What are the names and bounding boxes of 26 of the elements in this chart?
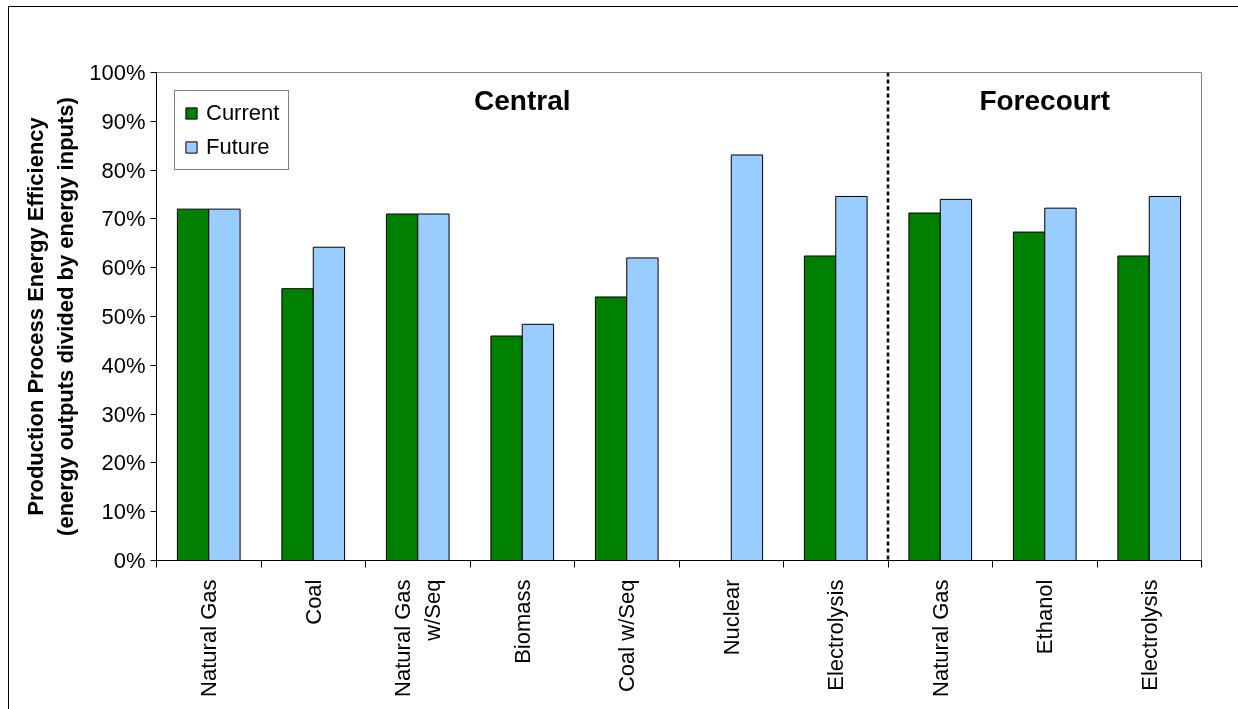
y-tick-label: 80% bbox=[101, 157, 146, 183]
x-tick-label: Natural Gas bbox=[196, 579, 222, 697]
y-tick-label: 60% bbox=[101, 255, 146, 281]
x-tick-label: Natural Gas w/Seq bbox=[390, 579, 446, 697]
y-tick-label: 30% bbox=[101, 401, 146, 427]
x-tick-label: Electrolysis bbox=[823, 579, 849, 691]
x-tick-label: Coal w/Seq bbox=[614, 579, 640, 692]
x-tick-label: Nuclear bbox=[718, 579, 744, 656]
y-tick-label: 0% bbox=[113, 548, 146, 573]
y-tick-label: 90% bbox=[101, 108, 146, 134]
x-tick-label: Coal bbox=[300, 579, 326, 625]
y-tick-label: 100% bbox=[89, 60, 146, 85]
y-tick-label: 10% bbox=[101, 499, 146, 525]
annotation: Central bbox=[474, 84, 571, 116]
y-axis-title: Production Process Energy Efficiency (energy outputs divided by energy inputs) bbox=[23, 97, 79, 536]
y-tick-label: 50% bbox=[101, 304, 146, 329]
legend-label: Current bbox=[206, 100, 280, 126]
x-tick-label: Natural Gas bbox=[927, 579, 953, 697]
x-tick-label: Electrolysis bbox=[1136, 579, 1162, 691]
y-tick-label: 20% bbox=[101, 450, 146, 476]
x-tick-label: Ethanol bbox=[1032, 579, 1058, 655]
y-tick-label: 40% bbox=[101, 352, 146, 378]
legend-label: Future bbox=[206, 134, 270, 160]
y-tick-label: 70% bbox=[101, 206, 146, 232]
x-tick-label: Biomass bbox=[509, 579, 535, 664]
annotation: Forecourt bbox=[979, 84, 1111, 116]
